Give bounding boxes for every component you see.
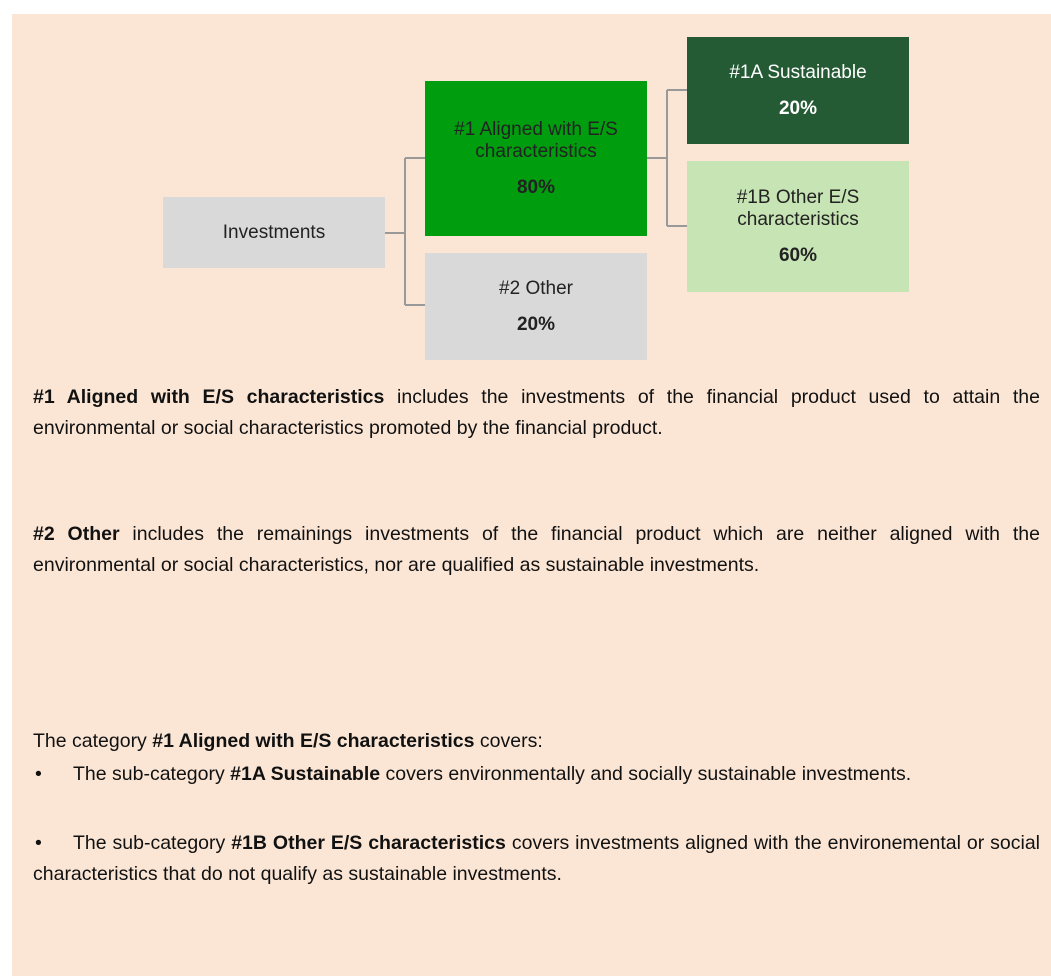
node-label: #2 Other [499, 277, 573, 299]
node: #1A Sustainable 20% [687, 37, 909, 144]
connector [385, 157, 425, 306]
text: includes the remainings investments of t… [33, 523, 1040, 576]
text: The sub-category [73, 832, 232, 854]
node-value: 80% [516, 176, 556, 198]
node-value: 20% [516, 313, 556, 335]
text: covers environmentally and socially sust… [380, 763, 912, 785]
bullet-item: The sub-category #1B Other E/S character… [33, 828, 1040, 890]
node: #1 Aligned with E/S characteristics 80% [425, 81, 647, 236]
node: #2 Other 20% [425, 253, 647, 360]
connector [647, 89, 687, 227]
paragraph: #1 Aligned with E/S characteristics incl… [33, 382, 1040, 444]
bold-text: #1 Aligned with E/S characteristics [33, 386, 385, 408]
bold-text: #2 Other [33, 523, 120, 545]
node-label: Investments [222, 221, 326, 243]
text: includes the investments of the financia… [33, 386, 1040, 439]
paragraph: The category #1 Aligned with E/S charact… [33, 726, 1040, 757]
node: Investments [163, 197, 385, 268]
text: The sub-category [73, 763, 231, 785]
text: covers investments aligned with the envi… [33, 832, 1041, 885]
node-label: #1B Other E/S characteristics [736, 186, 860, 230]
text: The category [33, 730, 153, 752]
bold-text: #1B Other E/S characteristics [231, 832, 506, 854]
bullet-item: The sub-category #1A Sustainable covers … [33, 759, 1040, 790]
node: #1B Other E/S characteristics 60% [687, 161, 909, 292]
text: covers: [474, 730, 543, 752]
bold-text: #1 Aligned with E/S characteristics [152, 730, 475, 752]
node-label: #1 Aligned with E/S characteristics [454, 118, 618, 162]
node-value: 20% [778, 97, 818, 119]
connectors [385, 89, 687, 306]
node-value: 60% [778, 244, 818, 266]
node-label: #1A Sustainable [729, 61, 867, 83]
bold-text: #1A Sustainable [230, 763, 381, 785]
paragraph: #2 Other includes the remainings investm… [33, 519, 1040, 581]
